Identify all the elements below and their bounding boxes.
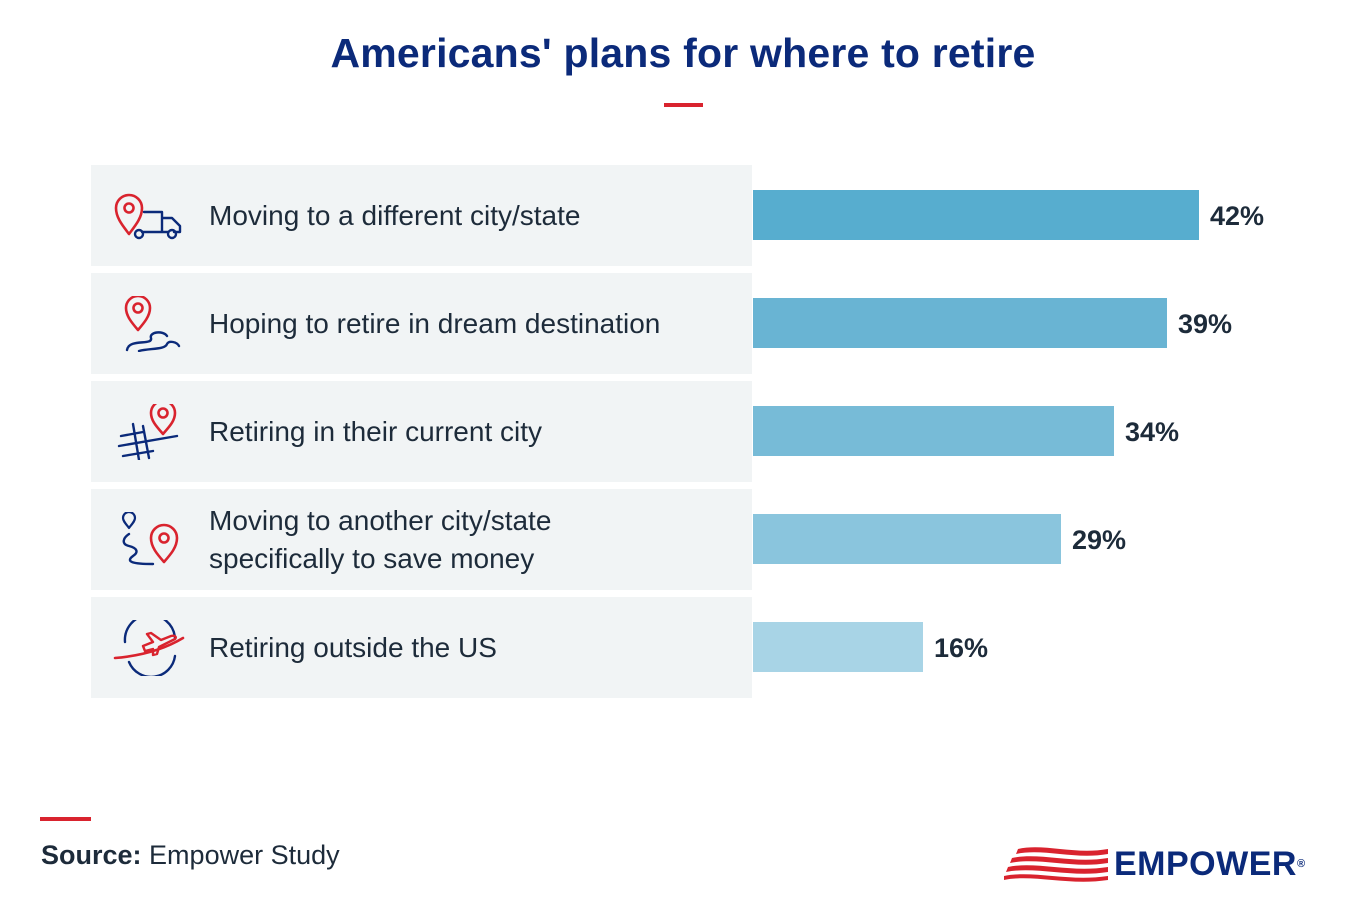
category-label-text: Moving to another city/state specifically… [209, 504, 552, 574]
category-label: Retiring outside the US [209, 597, 739, 698]
bar [753, 406, 1114, 456]
chart-title: Americans' plans for where to retire [330, 30, 1036, 76]
category-label-text: Moving to a different city/state [209, 199, 581, 231]
bar-value-label: 42% [1210, 201, 1265, 231]
category-label-text: Retiring outside the US [209, 631, 497, 663]
source-accent-rule [40, 817, 91, 821]
source-label: Source: [41, 840, 142, 870]
globe-plane-icon [109, 613, 189, 679]
pin-street-map-icon [109, 399, 189, 462]
category-label-text: Hoping to retire in dream destination [209, 307, 661, 339]
category-row: Hoping to retire in dream destination [91, 273, 752, 374]
source-text: Empower Study [149, 840, 340, 870]
category-label: Moving to a different city/state [209, 165, 739, 266]
bar-value-label: 34% [1125, 417, 1180, 447]
bar-value-label: 16% [934, 633, 989, 663]
logo-wordmark: EMPOWER® [1114, 843, 1306, 885]
category-label-text: Retiring in their current city [209, 415, 543, 447]
pin-truck-icon [109, 188, 189, 244]
title-accent-rule [664, 103, 703, 107]
pin-winding-road-icon [109, 294, 189, 353]
category-row: Retiring outside the US [91, 597, 752, 698]
category-row: Retiring in their current city [91, 381, 752, 482]
source-note: Source: Empower Study [41, 840, 340, 871]
empower-logo: EMPOWER® [1004, 843, 1324, 883]
category-label: Moving to another city/state specifically… [209, 489, 739, 590]
category-row: Moving to a different city/state [91, 165, 752, 266]
category-label: Retiring in their current city [209, 381, 739, 482]
bar [753, 298, 1167, 348]
bar-value-label: 39% [1178, 309, 1233, 339]
category-label: Hoping to retire in dream destination [209, 273, 739, 374]
logo-text: EMPOWER [1114, 845, 1297, 883]
bar [753, 514, 1061, 564]
bar [753, 190, 1199, 240]
logo-registered-mark: ® [1296, 858, 1306, 870]
flag-stripes-icon [1004, 847, 1108, 882]
two-pins-route-icon [109, 510, 189, 568]
bar-value-label: 29% [1072, 525, 1127, 555]
category-row: Moving to another city/state specifically… [91, 489, 752, 590]
bar [753, 622, 923, 672]
